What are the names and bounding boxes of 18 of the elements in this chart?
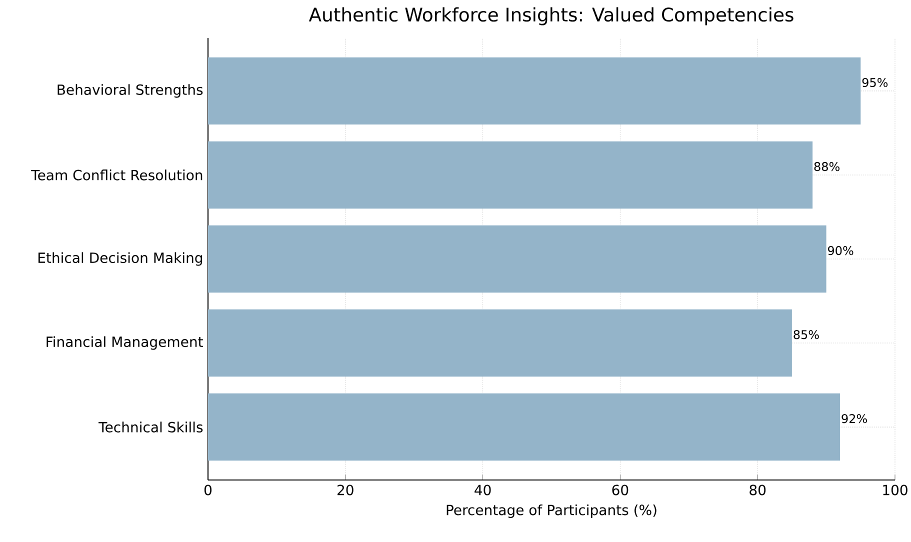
y-tick-label: Ethical Decision Making: [38, 252, 202, 266]
x-tick-label: 0: [204, 484, 212, 496]
y-tick-label: Technical Skills: [98, 422, 203, 432]
y-tick-label: Team Conflict Resolution: [31, 170, 202, 180]
x-tick-label: 100: [883, 484, 908, 496]
x-axis-title: Percentage of Participants (%): [446, 504, 656, 518]
y-tick-label: Financial Management: [46, 336, 203, 350]
x-tick-label: 40: [474, 484, 491, 496]
data-label: 92%: [842, 414, 867, 424]
data-label: 88%: [814, 162, 840, 172]
y-tick-label: Behavioral Strengths: [58, 84, 203, 98]
chart-title: Authentic Workforce Insights: Valued Competencies: [308, 7, 794, 26]
x-tick-label: 60: [612, 484, 628, 496]
data-label: 95%: [862, 78, 888, 88]
x-tick-label: 80: [750, 484, 766, 496]
data-label: 85%: [794, 330, 819, 340]
data-label: 90%: [828, 246, 854, 256]
x-tick-label: 20: [338, 484, 354, 496]
